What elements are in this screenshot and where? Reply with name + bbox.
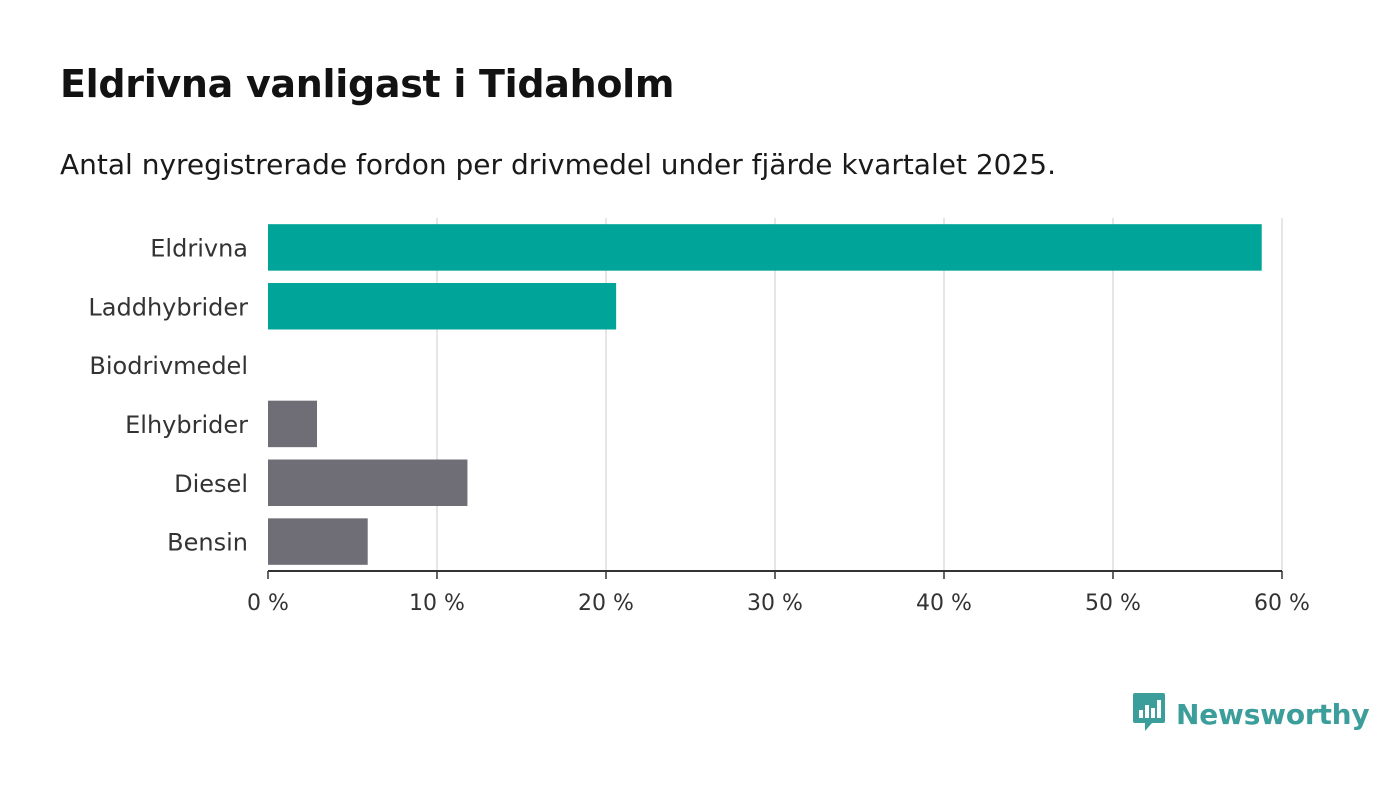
brand-name: Newsworthy <box>1176 697 1370 731</box>
grid-lines <box>436 218 1283 571</box>
bar-laddhybrider <box>268 283 617 330</box>
bar-diesel <box>268 459 468 506</box>
bars <box>268 224 1262 565</box>
category-label: Biodrivmedel <box>89 352 248 380</box>
x-tick-label: 0 % <box>247 591 289 616</box>
x-tick-label: 30 % <box>747 591 803 616</box>
category-label: Elhybrider <box>125 411 248 439</box>
x-tick-label: 60 % <box>1254 591 1310 616</box>
category-label: Laddhybrider <box>88 293 248 321</box>
x-tick-label: 20 % <box>578 591 634 616</box>
bar-bensin <box>268 518 368 565</box>
newsworthy-logo: Newsworthy <box>1132 692 1370 736</box>
bar-elhybrider <box>268 400 318 448</box>
newsworthy-logo-icon <box>1132 692 1166 736</box>
x-tick-label: 50 % <box>1085 591 1141 616</box>
x-axis: 0 % 10 % 20 % 30 % 40 % 50 % 60 % <box>247 570 1310 616</box>
category-label: Eldrivna <box>150 234 248 262</box>
x-tick-label: 40 % <box>916 591 972 616</box>
chart-subtitle: Antal nyregistrerade fordon per drivmede… <box>60 148 1057 181</box>
chart-title: Eldrivna vanligast i Tidaholm <box>60 62 675 106</box>
bar-eldrivna <box>268 224 1262 271</box>
category-labels: Eldrivna Laddhybrider Biodrivmedel Elhybrid… <box>88 234 248 556</box>
category-label: Diesel <box>174 470 248 498</box>
x-tick-label: 10 % <box>409 591 465 616</box>
category-label: Bensin <box>167 529 248 557</box>
